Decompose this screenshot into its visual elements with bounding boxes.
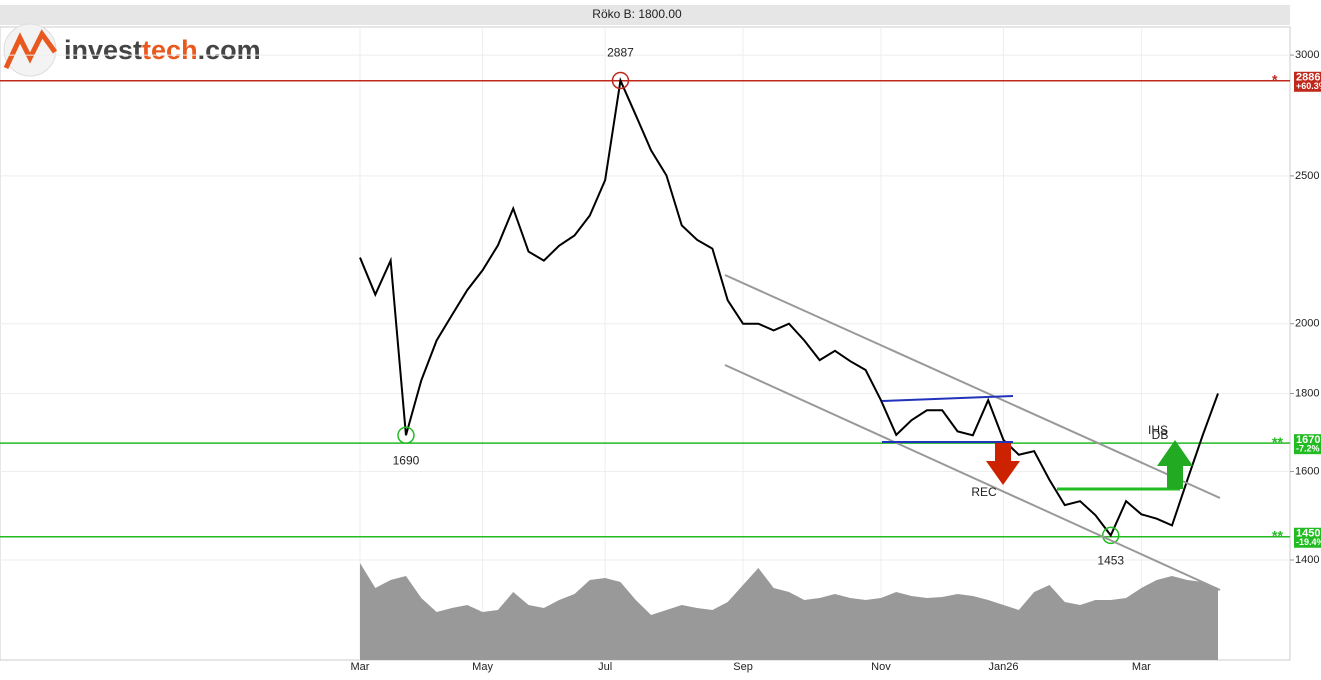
logo-part: .com [198, 35, 261, 65]
level-box [1294, 71, 1321, 92]
buy-arrow [1157, 440, 1193, 489]
level-marker: ** [1272, 434, 1283, 450]
price-line [359, 77, 1219, 538]
x-tick-label: Sep [733, 661, 753, 673]
y-tick-label: 2500 [1295, 170, 1319, 182]
level-change: +60.3% [1296, 81, 1321, 91]
level-marker: * [1272, 71, 1278, 87]
x-tick-label: Mar [1132, 661, 1151, 673]
turning-point [397, 426, 415, 445]
pattern-line [881, 395, 1014, 402]
y-tick-label: 1400 [1295, 554, 1319, 566]
logo-text: investtech.com [64, 35, 261, 65]
value-label: 1690 [393, 453, 420, 467]
trend-channel [724, 274, 1221, 499]
level-marker: ** [1272, 527, 1283, 543]
level-label: 1670 [1296, 434, 1320, 446]
y-tick-label: 3000 [1295, 49, 1319, 61]
x-tick-label: Nov [871, 661, 891, 673]
level-box [1294, 434, 1321, 455]
x-tick-label: Mar [351, 661, 370, 673]
value-label: 2887 [607, 46, 634, 60]
logo-part: tech [142, 35, 198, 65]
y-tick-label: 2000 [1295, 318, 1319, 330]
header: Röko B: 1800.00 [592, 7, 682, 21]
pattern-shapes: REC IHS DB [724, 274, 1221, 591]
level-label: 2886 [1296, 72, 1320, 84]
y-tick-label: 1600 [1295, 465, 1319, 477]
header-bar [0, 5, 1290, 25]
annotation: REC [971, 485, 997, 499]
turning-point [611, 71, 630, 90]
logo: investtech.com [3, 23, 261, 77]
turning-point [1102, 526, 1120, 545]
annotation: IHS [1148, 423, 1168, 437]
logo-part: invest [64, 35, 142, 65]
x-tick-label: May [472, 661, 493, 673]
volume-area [360, 563, 1218, 660]
level-change: -19.4% [1296, 537, 1321, 547]
y-tick-label: 1800 [1295, 387, 1319, 399]
annotation: DB [1152, 428, 1169, 442]
x-tick-label: Jul [598, 661, 612, 673]
x-tick-label: Jan26 [989, 661, 1019, 673]
level-box [1294, 527, 1321, 548]
level-change: -7.2% [1296, 444, 1320, 454]
logo-icon-line [3, 29, 58, 70]
value-label: 1453 [1097, 554, 1124, 568]
trend-channel [724, 364, 1221, 591]
sell-arrow [986, 443, 1020, 485]
level-label: 1450 [1296, 528, 1320, 540]
